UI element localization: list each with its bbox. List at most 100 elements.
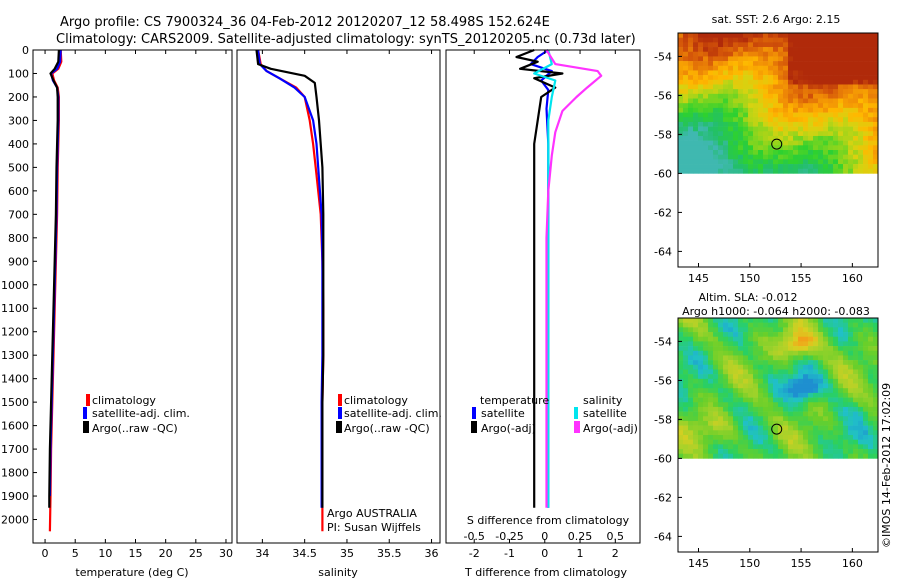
heatmap-cell [818,322,824,328]
heatmap-cell [688,37,694,43]
heatmap-cell [853,112,859,118]
heatmap-cell [828,341,834,347]
heatmap-cell [683,33,689,38]
heatmap-cell [843,51,849,57]
heatmap-cell [868,411,874,417]
heatmap-cell [758,369,764,375]
heatmap-cell [728,388,734,394]
heatmap-cell [773,33,779,38]
heatmap-cell [843,378,849,384]
heatmap-cell [693,75,699,81]
heatmap-cell [868,150,874,155]
heatmap-cell [778,37,784,43]
heatmap-cell [848,364,854,370]
heatmap-cell [758,360,764,366]
heatmap-cell [818,79,824,85]
heatmap-cell [868,374,874,380]
heatmap-cell [698,341,704,347]
heatmap-cell [823,117,829,123]
heatmap-cell [748,388,754,394]
heatmap-cell [708,411,714,417]
heatmap-cell [713,425,719,431]
sst-map-frame [677,32,879,268]
heatmap-cell [703,411,709,417]
heatmap-cell [758,51,764,57]
heatmap-cell [833,322,839,328]
heatmap-cell [838,318,844,323]
heatmap-cell [763,411,769,417]
heatmap-cell [818,453,824,459]
heatmap-cell [803,378,809,384]
heatmap-cell [753,112,759,118]
heatmap-cell [718,89,724,95]
heatmap-cell [758,33,764,38]
heatmap-cell [683,411,689,417]
heatmap-cell [783,369,789,375]
salinity-frame [236,49,441,544]
heatmap-cell [833,355,839,361]
heatmap-cell [813,131,819,137]
heatmap-cell [733,318,739,323]
heatmap-cell [838,42,844,48]
heatmap-cell [713,388,719,394]
heatmap-cell [868,103,874,109]
heatmap-cell [863,435,869,440]
heatmap-cell [758,435,764,440]
heatmap-cell [753,346,759,352]
x-tick-label: 0 [541,547,548,560]
heatmap-cell [833,51,839,57]
heatmap-cell [823,154,829,160]
heatmap-cell [808,420,814,426]
heatmap-cell [758,336,764,342]
heatmap-cell [728,439,734,445]
heatmap-cell [723,42,729,48]
heatmap-cell [693,42,699,48]
map-x-tick-label: 155 [791,557,812,570]
heatmap-cell [813,444,819,450]
heatmap-cell [723,47,729,53]
heatmap-cell [723,360,729,366]
legend-label-argo: Argo(..raw -QC) [344,422,430,435]
heatmap-cell [688,439,694,445]
heatmap-cell [698,126,704,132]
heatmap-cell [683,79,689,85]
heatmap-cell [748,61,754,67]
heatmap-cell [803,164,809,170]
heatmap-cell [753,453,759,459]
heatmap-cell [703,430,709,436]
heatmap-cell [743,47,749,53]
heatmap-cell [788,411,794,417]
heatmap-cell [713,318,719,323]
heatmap-cell [703,453,709,459]
heatmap-cell [868,416,874,422]
heatmap-cell [698,439,704,445]
heatmap-cell [728,65,734,71]
heatmap-cell [843,439,849,445]
heatmap-cell [778,79,784,85]
heatmap-cell [813,378,819,384]
y-tick-label: 500 [8,161,29,174]
x-tick-label: 1 [577,547,584,560]
heatmap-cell [848,327,854,333]
heatmap-cell [838,79,844,85]
heatmap-cell [728,341,734,347]
heatmap-cell [738,397,744,403]
heatmap-cell [818,378,824,384]
heatmap-cell [708,383,714,389]
heatmap-cell [768,140,774,146]
heatmap-cell [833,33,839,38]
heatmap-cell [853,145,859,151]
heatmap-cell [873,374,879,380]
heatmap-cell [783,360,789,366]
heatmap-cell [848,75,854,81]
heatmap-cell [778,411,784,417]
heatmap-cell [768,449,774,455]
heatmap-cell [848,93,854,99]
salinity-plot-area [255,49,325,532]
heatmap-cell [698,112,704,118]
heatmap-cell [803,430,809,436]
heatmap-cell [728,332,734,338]
heatmap-cell [788,164,794,170]
heatmap-cell [688,430,694,436]
heatmap-cell [808,388,814,394]
